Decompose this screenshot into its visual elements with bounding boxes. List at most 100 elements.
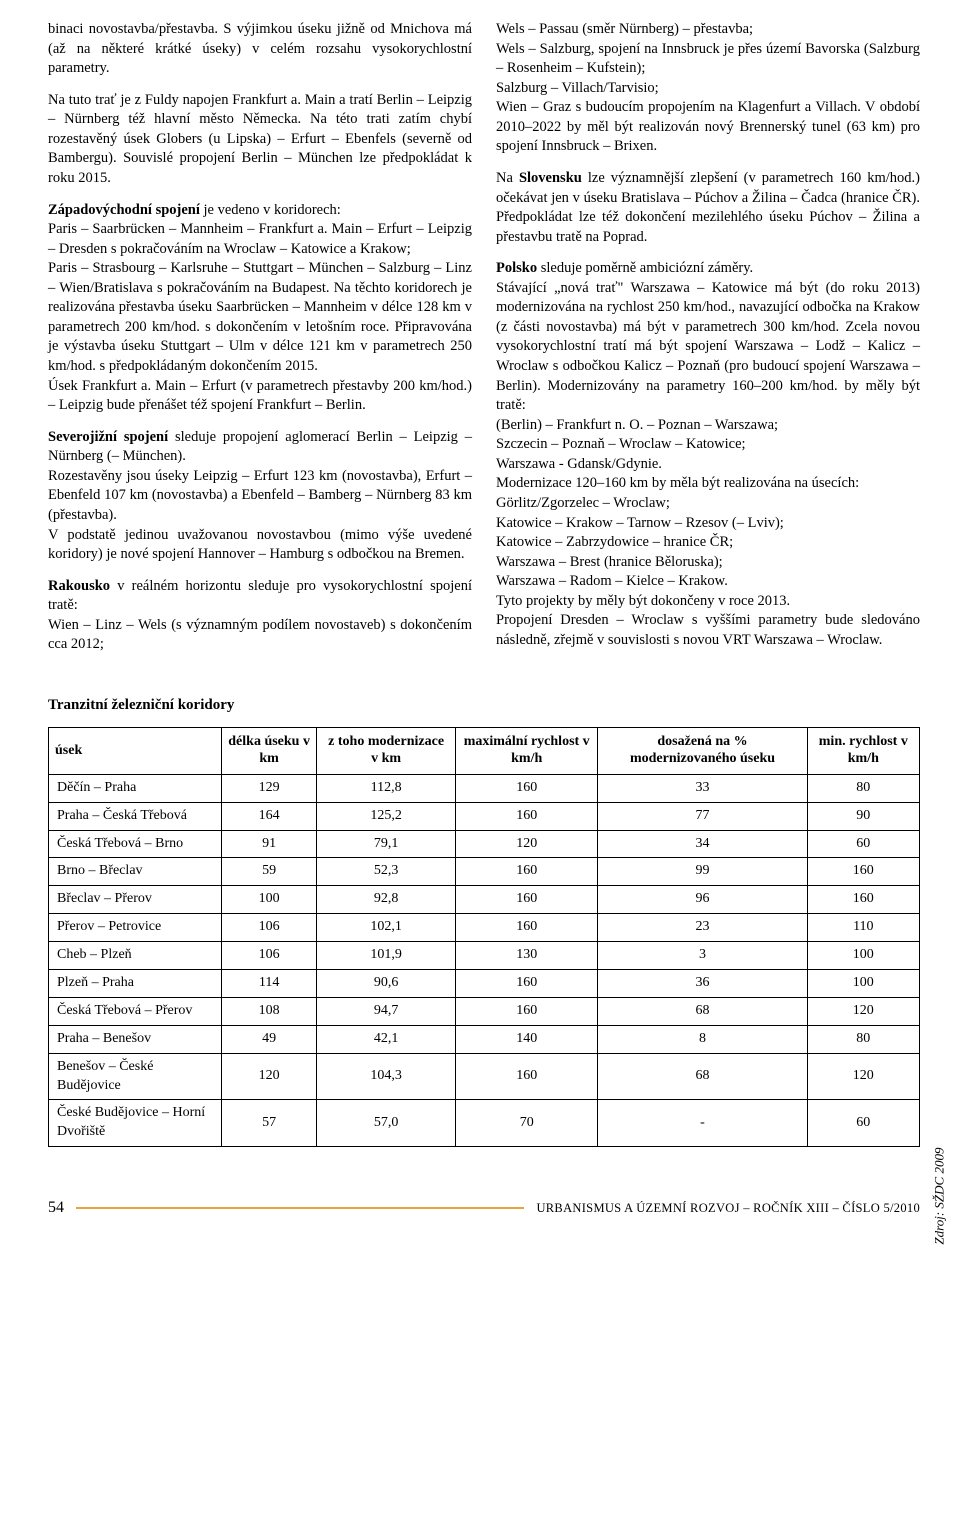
table-cell: 92,8 (317, 886, 456, 914)
table-cell: 90 (807, 802, 919, 830)
text: Warszawa - Gdansk/Gdynie. (496, 456, 662, 472)
table-cell: 49 (222, 1025, 317, 1053)
table-row: Česká Třebová – Brno9179,11203460 (49, 830, 920, 858)
table-source: Zdroj: SŽDC 2009 (930, 1147, 948, 1244)
table-cell: 57,0 (317, 1100, 456, 1147)
table-cell: České Budějovice – Horní Dvořiště (49, 1100, 222, 1147)
col-header: maximální rychlost v km/h (455, 728, 597, 775)
table-cell: 70 (455, 1100, 597, 1147)
paragraph: Rakousko v reálném horizontu sleduje pro… (48, 577, 472, 655)
table-cell: 60 (807, 830, 919, 858)
table-row: Benešov – České Budějovice120104,3160681… (49, 1053, 920, 1100)
table-cell: 80 (807, 774, 919, 802)
footer-rule (76, 1207, 524, 1209)
text: Wien – Graz s budoucím propojením na Kla… (496, 99, 920, 154)
col-header: úsek (49, 728, 222, 775)
bold-lead: Polsko (496, 260, 537, 276)
table-cell: 59 (222, 858, 317, 886)
table-cell: Přerov – Petrovice (49, 914, 222, 942)
text: sleduje poměrně ambiciózní záměry. (537, 260, 753, 276)
table-title: Tranzitní železniční koridory (48, 695, 920, 715)
table-cell: 99 (598, 858, 807, 886)
table-cell: 120 (807, 1053, 919, 1100)
right-column: Wels – Passau (směr Nürnberg) – přestavb… (496, 20, 920, 667)
table-cell: 164 (222, 802, 317, 830)
table-cell: Česká Třebová – Přerov (49, 997, 222, 1025)
table-cell: 125,2 (317, 802, 456, 830)
table-cell: 140 (455, 1025, 597, 1053)
table-row: Praha – Benešov4942,1140880 (49, 1025, 920, 1053)
text: Paris – Saarbrücken – Mannheim – Frankfu… (48, 221, 472, 257)
table-cell: 108 (222, 997, 317, 1025)
table-cell: 160 (455, 858, 597, 886)
text: Wien – Linz – Wels (s významným podílem … (48, 617, 472, 653)
table-section: Tranzitní železniční koridory úsek délka… (48, 695, 920, 1147)
paragraph: Polsko sleduje poměrně ambiciózní záměry… (496, 259, 920, 650)
text: V podstatě jedinou uvažovanou novostavbo… (48, 527, 472, 563)
col-header: délka úseku v km (222, 728, 317, 775)
corridors-table: úsek délka úseku v km z toho modernizace… (48, 727, 920, 1147)
table-row: Praha – Česká Třebová164125,21607790 (49, 802, 920, 830)
bold-lead: Rakousko (48, 578, 110, 594)
table-cell: 42,1 (317, 1025, 456, 1053)
table-row: České Budějovice – Horní Dvořiště5757,07… (49, 1100, 920, 1147)
table-wrap: úsek délka úseku v km z toho modernizace… (48, 727, 920, 1147)
table-cell: 8 (598, 1025, 807, 1053)
bold-lead: Západovýchodní spojení (48, 202, 200, 218)
table-cell: 110 (807, 914, 919, 942)
text: v reálném horizontu sleduje pro vysokory… (48, 578, 472, 614)
table-cell: 160 (455, 802, 597, 830)
table-cell: 160 (455, 774, 597, 802)
table-cell: 160 (807, 858, 919, 886)
text: Tyto projekty by měly být dokončeny v ro… (496, 593, 790, 609)
table-cell: Děčín – Praha (49, 774, 222, 802)
table-cell: 80 (807, 1025, 919, 1053)
text: Szczecin – Poznaň – Wroclaw – Katowice; (496, 436, 746, 452)
table-cell: Praha – Česká Třebová (49, 802, 222, 830)
col-header: min. rychlost v km/h (807, 728, 919, 775)
table-row: Plzeň – Praha11490,616036100 (49, 969, 920, 997)
text: Úsek Frankfurt a. Main – Erfurt (v param… (48, 378, 472, 414)
table-cell: 23 (598, 914, 807, 942)
text: Warszawa – Brest (hranice Běloruska); (496, 554, 723, 570)
bold-lead: Slovensku (519, 170, 582, 186)
table-row: Přerov – Petrovice106102,116023110 (49, 914, 920, 942)
table-cell: 91 (222, 830, 317, 858)
text: Salzburg – Villach/Tarvisio; (496, 80, 659, 96)
table-cell: 96 (598, 886, 807, 914)
text: Propojení Dresden – Wroclaw s vyššími pa… (496, 612, 920, 648)
table-cell: 52,3 (317, 858, 456, 886)
table-cell: 160 (455, 997, 597, 1025)
table-cell: 33 (598, 774, 807, 802)
table-cell: 120 (807, 997, 919, 1025)
table-cell: 106 (222, 942, 317, 970)
table-cell: 77 (598, 802, 807, 830)
table-cell: - (598, 1100, 807, 1147)
table-row: Brno – Břeclav5952,316099160 (49, 858, 920, 886)
col-header: dosažená na % modernizovaného úseku (598, 728, 807, 775)
text: Paris – Strasbourg – Karlsruhe – Stuttga… (48, 260, 472, 374)
table-cell: 129 (222, 774, 317, 802)
text: Warszawa – Radom – Kielce – Krakow. (496, 573, 728, 589)
paragraph: Západovýchodní spojení je vedeno v korid… (48, 201, 472, 416)
table-cell: 68 (598, 1053, 807, 1100)
table-cell: 114 (222, 969, 317, 997)
paragraph: binaci novostavba/přestavba. S výjimkou … (48, 20, 472, 79)
text: Stávající „nová trať" Warszawa – Katowic… (496, 280, 920, 413)
paragraph: Wels – Passau (směr Nürnberg) – přestavb… (496, 20, 920, 157)
table-cell: 101,9 (317, 942, 456, 970)
table-cell: 112,8 (317, 774, 456, 802)
table-row: Česká Třebová – Přerov10894,716068120 (49, 997, 920, 1025)
table-cell: 160 (455, 886, 597, 914)
table-cell: 100 (807, 942, 919, 970)
table-cell: 102,1 (317, 914, 456, 942)
table-cell: 160 (455, 1053, 597, 1100)
table-cell: 34 (598, 830, 807, 858)
table-row: Břeclav – Přerov10092,816096160 (49, 886, 920, 914)
text: Wels – Salzburg, spojení na Innsbruck je… (496, 41, 920, 77)
table-cell: 120 (455, 830, 597, 858)
table-cell: 94,7 (317, 997, 456, 1025)
table-cell: 100 (807, 969, 919, 997)
table-cell: Břeclav – Přerov (49, 886, 222, 914)
two-column-text: binaci novostavba/přestavba. S výjimkou … (48, 20, 920, 667)
